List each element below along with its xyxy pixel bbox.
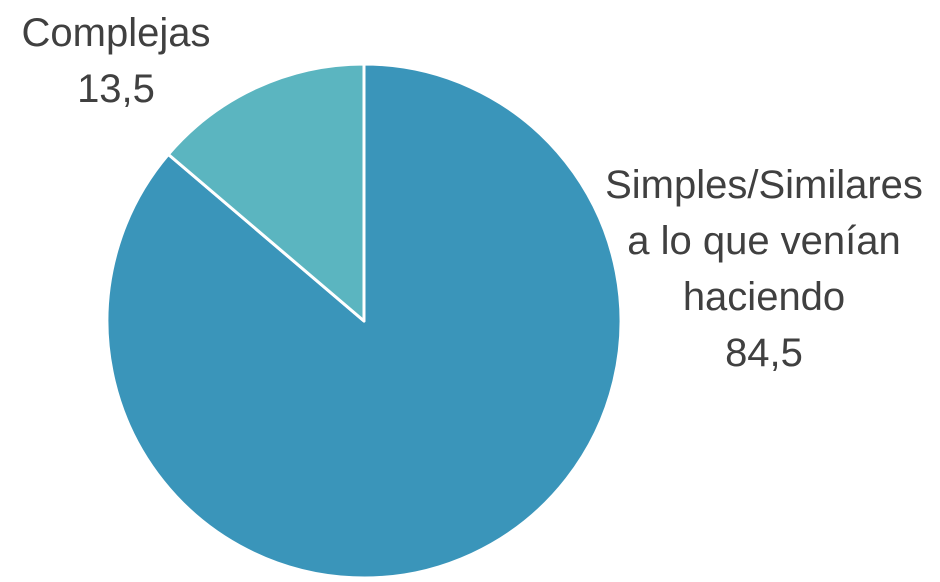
slice-value-label: 84,5 — [725, 331, 803, 375]
slice-category-label: a lo que venían — [627, 219, 901, 263]
slice-category-label: Simples/Similares — [605, 163, 923, 207]
slices-layer — [105, 62, 623, 580]
slice-value-label: 13,5 — [77, 67, 155, 111]
labels-layer: Simples/Similares a lo que venían haciendo… — [22, 11, 923, 375]
slice-label-0: Simples/Similares a lo que venían haciendo… — [605, 163, 923, 375]
slice-label-1: Complejas 13,5 — [22, 11, 211, 111]
pie-slice-1 — [166, 62, 366, 323]
slice-category-label: haciendo — [683, 275, 845, 319]
slice-category-label: Complejas — [22, 11, 211, 55]
